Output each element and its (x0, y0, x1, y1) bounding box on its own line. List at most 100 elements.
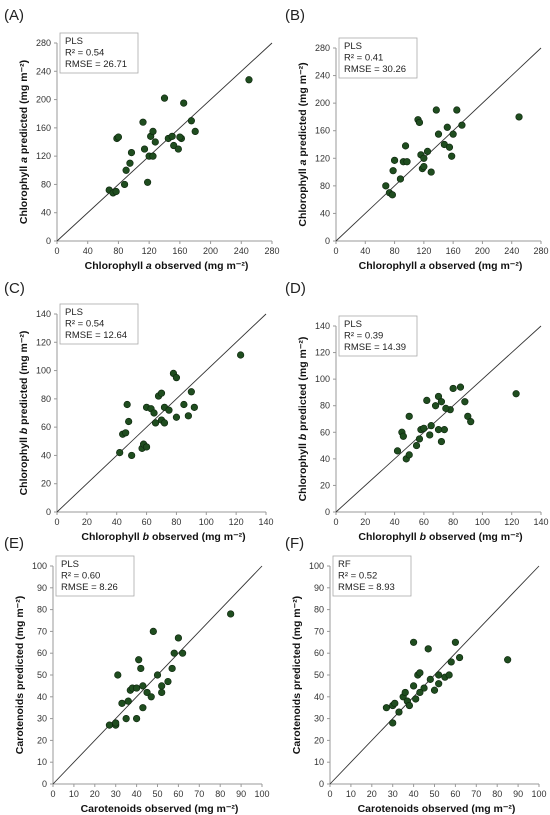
data-point (133, 714, 141, 723)
y-tick-label: 100 (32, 561, 47, 571)
y-tick-label: 0 (42, 779, 47, 789)
data-point (135, 656, 143, 664)
x-tick-label: 0 (327, 789, 332, 799)
data-point (172, 374, 181, 382)
x-tick-label: 280 (533, 246, 548, 256)
data-point (150, 409, 158, 417)
data-point (157, 389, 166, 397)
data-point (430, 686, 439, 694)
data-point (445, 671, 453, 679)
data-point (431, 402, 440, 410)
y-tick-label: 40 (314, 692, 324, 702)
data-point (128, 451, 136, 460)
data-point (120, 180, 129, 189)
x-tick-label: 30 (111, 789, 121, 799)
y-tick-label: 0 (46, 507, 51, 517)
y-tick-label: 120 (36, 337, 51, 347)
y-tick-label: 240 (36, 66, 51, 76)
data-point (178, 649, 187, 657)
x-axis-title: Chlorophyll a observed (mg m⁻²) (359, 260, 523, 272)
data-point (427, 168, 435, 176)
x-tick-label: 140 (258, 517, 273, 527)
y-tick-label: 100 (315, 374, 330, 384)
y-tick-label: 100 (309, 561, 324, 571)
y-tick-label: 100 (36, 366, 51, 376)
x-tick-label: 0 (333, 246, 338, 256)
x-tick-label: 40 (360, 246, 370, 256)
y-axis-title: Chlorophyll b predicted (mg m⁻²) (297, 337, 309, 502)
x-tick-label: 40 (83, 246, 93, 256)
x-tick-label: 120 (142, 246, 157, 256)
x-tick-label: 40 (409, 789, 419, 799)
stats-line-3: RMSE = 8.93 (338, 582, 395, 593)
data-point (133, 684, 141, 692)
data-point (455, 653, 464, 662)
data-point (405, 412, 413, 420)
data-point (389, 167, 397, 175)
y-axis-title: Carotenoids predicted (mg m⁻²) (14, 596, 26, 754)
data-point (447, 658, 455, 666)
data-point (467, 418, 475, 426)
data-point (401, 142, 410, 150)
data-point (191, 127, 199, 135)
y-tick-label: 80 (320, 401, 330, 411)
data-point (412, 441, 421, 450)
data-point (174, 145, 182, 153)
y-tick-label: 200 (315, 98, 330, 108)
x-tick-label: 20 (90, 789, 100, 799)
data-point (393, 447, 402, 455)
data-point (170, 649, 178, 657)
stats-line-3: RMSE = 12.64 (65, 330, 127, 341)
one-to-one-line (329, 565, 540, 785)
x-tick-label: 100 (531, 789, 546, 799)
data-point (227, 610, 235, 618)
data-point (504, 656, 512, 664)
data-point (237, 351, 245, 359)
y-tick-label: 0 (319, 779, 324, 789)
stats-line-1: PLS (65, 36, 83, 47)
stats-line-1: PLS (65, 307, 83, 318)
data-point (443, 123, 451, 131)
y-tick-label: 10 (37, 757, 47, 767)
data-point (116, 449, 124, 457)
data-point (405, 451, 413, 459)
y-tick-label: 160 (315, 126, 330, 136)
x-tick-label: 60 (173, 789, 183, 799)
data-point (426, 675, 434, 683)
x-tick-label: 20 (360, 517, 370, 527)
y-axis-title: Chlorophyll b predicted (mg m⁻²) (18, 331, 30, 496)
data-point (382, 704, 391, 712)
x-tick-label: 0 (50, 789, 55, 799)
x-tick-label: 60 (419, 517, 429, 527)
data-point (122, 166, 130, 174)
data-point (160, 419, 169, 427)
y-tick-label: 0 (325, 236, 330, 246)
y-tick-label: 90 (314, 583, 324, 593)
x-tick-label: 160 (172, 246, 187, 256)
scatter-panel-2: (B) 0 40 80 120 160 200 240 280 0 40 80 120 160 200 240… (285, 7, 549, 272)
stats-box (55, 555, 135, 597)
x-tick-label: 240 (504, 246, 519, 256)
x-tick-label: 20 (82, 517, 92, 527)
x-tick-label: 20 (367, 789, 377, 799)
y-tick-label: 60 (314, 648, 324, 658)
data-point (105, 721, 114, 729)
data-point (389, 719, 397, 727)
y-tick-label: 80 (37, 605, 47, 615)
scatter-panel-3: (C) 0 20 40 60 80 100 120 140 0 20 40 60 80 100 120 140 P… (4, 280, 274, 543)
x-axis-title: Chlorophyll a observed (mg m⁻²) (85, 260, 249, 272)
panel-label: (E) (4, 535, 24, 552)
data-point (139, 704, 147, 712)
x-tick-label: 100 (199, 517, 214, 527)
y-tick-label: 20 (41, 479, 51, 489)
data-point (453, 106, 461, 114)
data-point (382, 182, 390, 190)
y-tick-label: 70 (314, 626, 324, 636)
scatter-panel-1: (A) 0 40 80 120 160 200 240 280 0 40 80 120 160 200 240… (4, 7, 280, 272)
stats-line-3: RMSE = 14.39 (344, 342, 406, 353)
data-point (399, 432, 407, 440)
data-point (427, 422, 435, 430)
panel-label: (C) (4, 280, 25, 297)
data-point (118, 699, 126, 707)
